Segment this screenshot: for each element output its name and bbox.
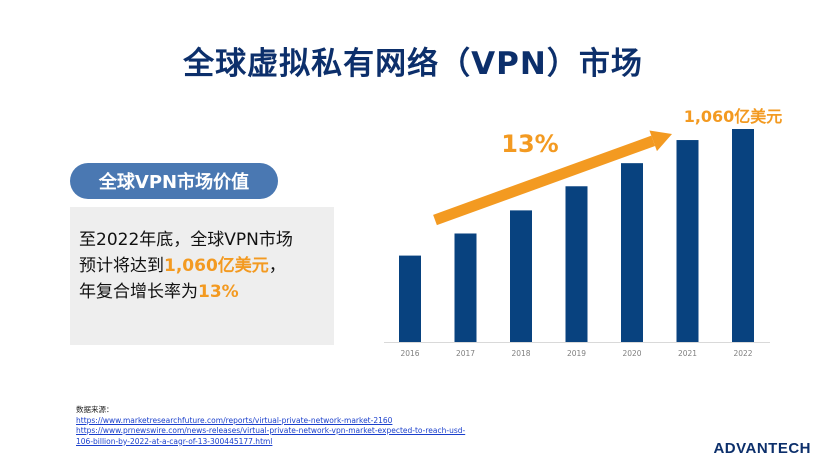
source-link-2a[interactable]: https://www.prnewswire.com/news-releases…	[76, 426, 466, 435]
summary-line-1: 至2022年底，全球VPN市场	[79, 230, 293, 250]
bar-2017	[454, 233, 477, 342]
summary-line-3-prefix: 年复合增长率为	[79, 282, 198, 302]
bar-2021	[676, 140, 699, 342]
x-tick-label-2021: 2021	[678, 349, 697, 358]
x-tick-label-2019: 2019	[567, 349, 586, 358]
cagr-highlight: 13%	[198, 282, 239, 302]
section-pill: 全球VPN市场价值	[70, 163, 278, 199]
pill-label: 全球VPN市场价值	[98, 172, 250, 193]
bar-2019	[565, 186, 588, 342]
growth-rate-label: 13%	[501, 130, 558, 158]
end-value-label: 1,060亿美元	[684, 107, 783, 126]
summary-line-2-prefix: 预计将达到	[79, 256, 164, 276]
x-tick-label-2016: 2016	[400, 349, 419, 358]
source-label: 数据来源：	[76, 405, 114, 414]
growth-arrow-shaft	[433, 135, 656, 226]
advantech-logo: ADVANTECH	[713, 440, 811, 457]
bar-2022	[732, 129, 754, 342]
market-value-highlight: 1,060亿美元	[164, 256, 269, 276]
bar-2016	[399, 255, 421, 342]
summary-text: 至2022年底，全球VPN市场 预计将达到1,060亿美元， 年复合增长率为13…	[79, 227, 329, 305]
x-tick-label-2017: 2017	[456, 349, 475, 358]
x-tick-label-2020: 2020	[622, 349, 641, 358]
growth-arrow-head	[649, 130, 672, 152]
source-link-1[interactable]: https://www.marketresearchfuture.com/rep…	[76, 415, 393, 425]
bar-2020	[621, 163, 643, 342]
source-notes: 数据来源： https://www.marketresearchfuture.c…	[76, 405, 465, 447]
source-link-2b[interactable]: 106-billion-by-2022-at-a-cagr-of-13-3004…	[76, 436, 273, 446]
slide-title: 全球虚拟私有网络（VPN）市场	[183, 46, 643, 82]
summary-line-2-suffix: ，	[268, 256, 286, 276]
bar-2018	[510, 210, 532, 342]
summary-box: 至2022年底，全球VPN市场 预计将达到1,060亿美元， 年复合增长率为13…	[70, 207, 334, 345]
x-tick-label-2018: 2018	[511, 349, 530, 358]
x-tick-label-2022: 2022	[733, 349, 752, 358]
